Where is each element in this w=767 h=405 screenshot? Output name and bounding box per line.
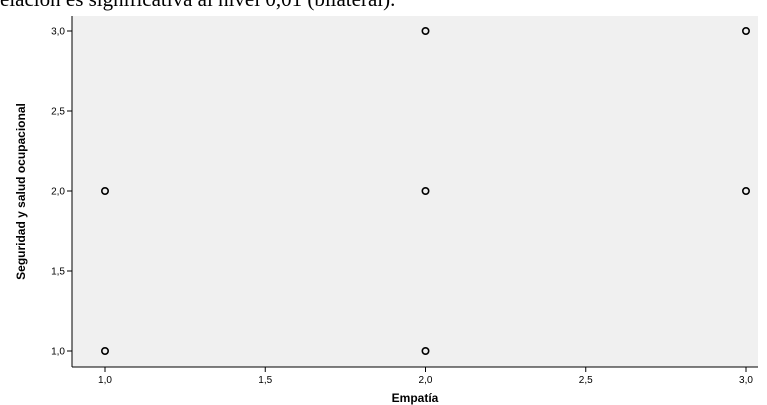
x-axis-title: Empatía (392, 391, 439, 405)
x-tick-label: 3,0 (739, 375, 753, 386)
x-tick-label: 1,0 (98, 375, 112, 386)
x-tick-label: 2,0 (419, 375, 433, 386)
data-points (101, 26, 750, 355)
data-point (421, 26, 430, 35)
y-tick-label: 1,0 (51, 347, 65, 358)
data-point (741, 187, 750, 196)
y-tick-label: 3,0 (51, 27, 65, 38)
x-tick-label: 2,5 (579, 375, 593, 386)
x-axis-ticks: 1,0 1,5 2,0 2,5 3,0 (98, 367, 753, 386)
data-point (101, 187, 110, 196)
y-tick-label: 2,5 (51, 107, 65, 118)
document-text-above-chart: elación es significativa al nivel 0,01 (… (0, 0, 395, 10)
data-point (101, 346, 110, 355)
data-point (741, 26, 750, 35)
y-axis-ticks: 1,0 1,5 2,0 2,5 3,0 (51, 27, 72, 358)
data-point (421, 346, 430, 355)
plot-area (72, 16, 758, 367)
data-point (421, 187, 430, 196)
x-tick-label: 1,5 (258, 375, 272, 386)
y-tick-label: 2,0 (51, 187, 65, 198)
y-tick-label: 1,5 (51, 267, 65, 278)
y-axis-title: Seguridad y salud ocupacional (14, 103, 28, 280)
